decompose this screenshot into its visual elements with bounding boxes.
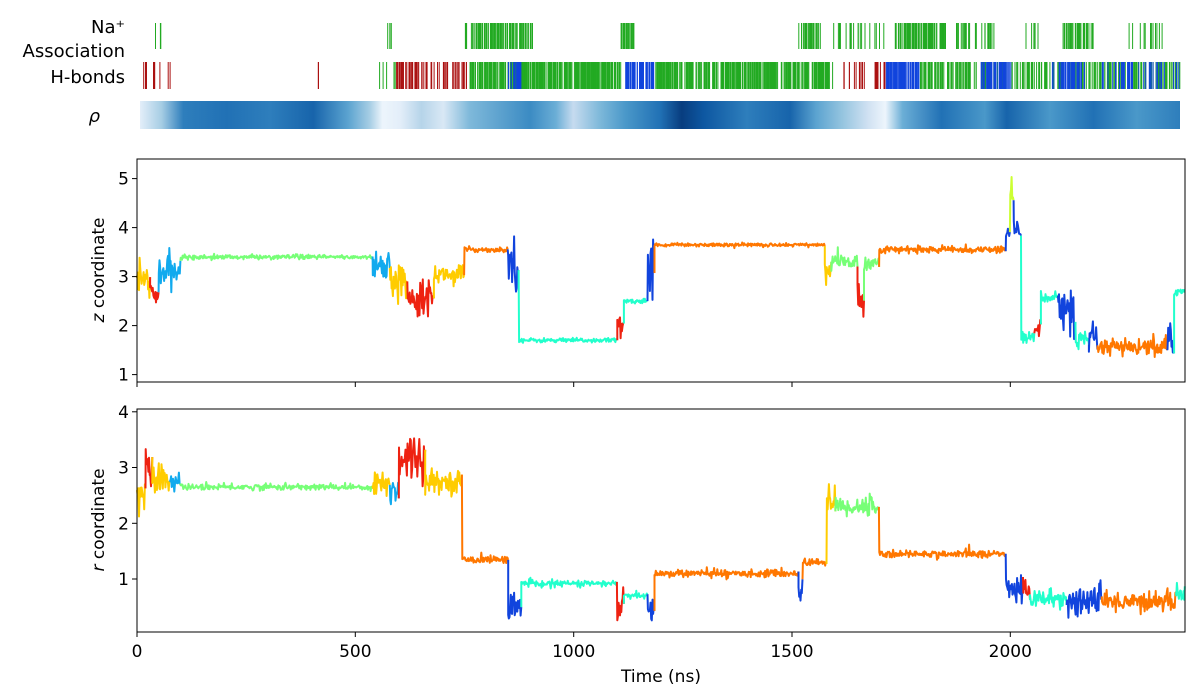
r-segment-4 <box>179 481 374 493</box>
r-segment-14 <box>646 594 656 622</box>
z-ytick-label-4: 4 <box>118 219 129 239</box>
r-ylabel: r coordinate <box>89 468 109 571</box>
z-segment-9 <box>506 235 520 293</box>
z-segment-12 <box>622 297 648 324</box>
z-segment-29 <box>1096 332 1169 358</box>
rho-label: ρ <box>89 106 101 127</box>
z-segment-5 <box>388 264 408 305</box>
r-segment-16 <box>797 571 804 602</box>
r-segment-24 <box>1065 579 1103 619</box>
rho-heatmap-strip <box>140 101 1180 129</box>
z-coordinate-panel: 1 2 3 4 5 z coordinate <box>89 158 1186 387</box>
z-ytick-label-2: 2 <box>118 317 129 337</box>
z-segment-25 <box>1039 290 1059 325</box>
r-segment-12 <box>615 581 625 622</box>
z-segment-23 <box>1020 235 1036 344</box>
r-coordinate-panel: 1 2 3 4 0 500 1000 1500 2000 r coordinate Time (… <box>89 403 1186 687</box>
r-segment-13 <box>622 589 649 604</box>
r-segment-5 <box>371 471 391 497</box>
r-segment-1 <box>144 448 154 489</box>
na-label-line1: Na⁺ <box>91 17 125 38</box>
r-segment-20 <box>877 506 1007 561</box>
r-segment-2 <box>151 457 171 494</box>
z-segment-8 <box>463 245 509 276</box>
na-association-raster <box>155 23 1163 49</box>
z-segment-2 <box>157 247 182 294</box>
r-segment-19 <box>834 492 880 518</box>
z-segment-30 <box>1166 322 1176 354</box>
z-ytick-label-5: 5 <box>118 170 129 190</box>
r-segment-6 <box>388 481 400 506</box>
z-segment-7 <box>432 264 466 299</box>
z-segment-0 <box>136 256 152 299</box>
z-segment-16 <box>830 246 859 272</box>
z-segment-10 <box>517 270 619 344</box>
z-segment-4 <box>371 250 391 279</box>
r-segment-11 <box>520 576 618 608</box>
r-segment-17 <box>801 557 828 580</box>
z-segment-26 <box>1056 289 1077 341</box>
r-xtick-label-500: 500 <box>339 642 371 662</box>
z-ytick-label-3: 3 <box>118 268 129 288</box>
r-ylabel-rest: coordinate <box>89 468 109 564</box>
r-segment-15 <box>653 566 800 611</box>
r-xtick-label-1500: 1500 <box>770 642 813 662</box>
r-xtick-label-2000: 2000 <box>989 642 1032 662</box>
z-segment-21 <box>1008 176 1015 233</box>
na-label-line2: Association <box>23 41 126 62</box>
z-segment-17 <box>856 266 865 318</box>
r-ytick-label-2: 2 <box>118 514 129 534</box>
r-ytick-label-4: 4 <box>118 403 129 423</box>
z-segment-20 <box>1004 227 1011 252</box>
z-ylabel-var: z <box>89 313 109 324</box>
r-axes-frame <box>136 408 1186 633</box>
z-ylabel-rest: coordinate <box>89 217 109 313</box>
z-segment-19 <box>878 243 1007 267</box>
z-axes-frame <box>136 158 1186 383</box>
hbonds-raster <box>143 62 1181 89</box>
r-segment-3 <box>168 471 181 493</box>
r-segment-18 <box>825 483 837 565</box>
z-segment-28 <box>1087 320 1099 353</box>
z-segment-15 <box>823 246 833 286</box>
r-ylabel-var: r <box>89 564 109 572</box>
r-segment-21 <box>1004 553 1024 605</box>
r-segment-26 <box>1175 581 1186 601</box>
z-segment-27 <box>1074 321 1090 351</box>
r-segment-25 <box>1100 587 1177 616</box>
z-ylabel: z coordinate <box>89 217 109 323</box>
z-segment-3 <box>179 252 374 262</box>
z-segment-22 <box>1012 200 1022 236</box>
z-segment-14 <box>653 241 826 273</box>
z-segment-6 <box>406 278 435 318</box>
z-segment-24 <box>1033 319 1042 338</box>
r-segment-10 <box>507 559 523 620</box>
x-axis-label: Time (ns) <box>620 667 701 687</box>
z-segment-1 <box>149 277 160 304</box>
r-segment-23 <box>1029 587 1068 611</box>
z-segment-31 <box>1173 288 1186 354</box>
z-segment-11 <box>616 316 625 341</box>
z-segment-18 <box>863 256 881 301</box>
r-ytick-label-3: 3 <box>118 459 129 479</box>
r-segment-9 <box>460 474 510 564</box>
z-ytick-label-1: 1 <box>118 366 129 386</box>
r-xtick-label-0: 0 <box>132 642 143 662</box>
r-segment-22 <box>1022 576 1031 601</box>
z-segment-13 <box>646 238 656 302</box>
r-segment-0 <box>136 483 147 518</box>
r-xtick-label-1000: 1000 <box>552 642 595 662</box>
r-ytick-label-1: 1 <box>118 570 129 590</box>
r-segment-8 <box>424 449 463 498</box>
hbonds-label: H-bonds <box>50 67 125 88</box>
r-segment-7 <box>397 437 427 499</box>
